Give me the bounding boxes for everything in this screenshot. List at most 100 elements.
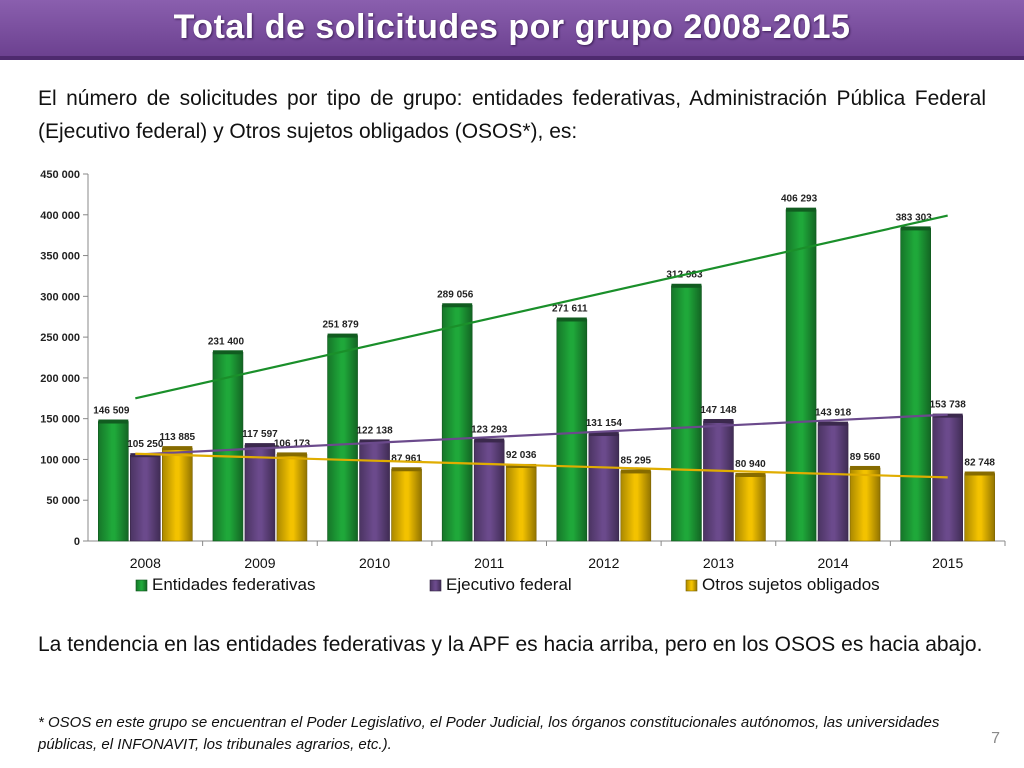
bar <box>441 304 473 542</box>
bar-cap <box>212 350 243 355</box>
data-label: 131 154 <box>586 418 623 429</box>
data-label: 123 293 <box>471 424 508 435</box>
x-tick-label: 2011 <box>474 555 504 571</box>
bar-cap <box>786 207 817 212</box>
bar-cap <box>327 333 358 338</box>
legend-swatch <box>429 579 442 592</box>
data-label: 92 036 <box>506 450 537 461</box>
x-tick-label: 2015 <box>932 555 963 571</box>
legend-label: Otros sujetos obligados <box>702 575 880 594</box>
data-label: 251 879 <box>322 320 359 331</box>
bar-cap <box>703 418 734 423</box>
y-tick-label: 400 000 <box>40 210 80 222</box>
data-label: 153 738 <box>930 400 967 411</box>
y-tick-label: 450 000 <box>40 169 80 181</box>
y-tick-label: 100 000 <box>40 454 80 466</box>
data-label: 113 885 <box>160 432 196 443</box>
bar <box>964 473 995 542</box>
bar-cap <box>900 226 931 231</box>
data-label: 117 597 <box>242 429 278 440</box>
bar-cap <box>276 452 307 457</box>
bar-cap <box>588 432 619 437</box>
data-label: 82 748 <box>964 458 995 469</box>
y-tick-label: 250 000 <box>40 332 80 344</box>
data-label: 146 509 <box>93 406 130 417</box>
bar <box>671 285 702 542</box>
data-label: 271 611 <box>552 303 588 314</box>
bar <box>327 335 358 542</box>
data-label: 85 295 <box>621 455 652 466</box>
x-tick-label: 2009 <box>244 555 275 571</box>
bar <box>785 209 817 542</box>
bar-cap <box>391 467 422 472</box>
bar-cap <box>850 465 881 470</box>
bar <box>244 444 276 542</box>
y-tick-label: 300 000 <box>40 291 80 303</box>
y-tick-label: 0 <box>74 536 80 548</box>
page-number: 7 <box>991 730 1000 747</box>
bar <box>932 415 963 542</box>
x-tick-label: 2010 <box>359 555 390 571</box>
bar <box>556 319 588 542</box>
bar <box>735 474 766 542</box>
bar <box>620 471 652 542</box>
data-label: 106 173 <box>274 438 311 449</box>
bar-cap <box>556 317 587 322</box>
conclusion-text: La tendencia en las entidades federativa… <box>38 633 983 656</box>
bar <box>130 454 161 542</box>
legend-label: Entidades federativas <box>152 575 316 594</box>
bar <box>703 420 734 542</box>
bar-cap <box>244 443 275 448</box>
bar-cap <box>162 446 193 451</box>
legend-swatch <box>685 579 698 592</box>
trendline <box>135 214 948 400</box>
bar <box>391 468 422 542</box>
title-bar <box>0 0 1024 60</box>
x-tick-label: 2012 <box>588 555 619 571</box>
x-tick-label: 2008 <box>130 555 161 571</box>
bar <box>473 440 505 542</box>
bar <box>212 351 244 542</box>
footnote-text: * OSOS en este grupo se encuentran el Po… <box>38 714 940 753</box>
bar <box>588 433 620 542</box>
x-tick-label: 2013 <box>703 555 734 571</box>
y-tick-label: 50 000 <box>46 495 80 507</box>
data-label: 143 918 <box>815 408 852 419</box>
bar-cap <box>130 453 161 458</box>
bar <box>849 467 881 542</box>
intro-text: El número de solicitudes por tipo de gru… <box>38 87 986 143</box>
data-label: 87 961 <box>391 453 422 464</box>
slide-title: Total de solicitudes por grupo 2008-2015 <box>173 8 851 46</box>
trendline <box>135 452 948 479</box>
legend-label: Ejecutivo federal <box>446 575 572 594</box>
bar-cap <box>818 421 849 426</box>
data-label: 122 138 <box>356 425 393 436</box>
data-label: 80 940 <box>735 459 766 470</box>
data-label: 406 293 <box>781 194 818 205</box>
bar <box>162 447 193 542</box>
bar <box>505 465 537 542</box>
bar <box>98 421 129 542</box>
bar-cap <box>735 472 766 477</box>
data-label: 231 400 <box>208 336 245 347</box>
trendline <box>135 413 948 456</box>
data-label: 289 056 <box>437 289 474 300</box>
bar <box>900 228 931 542</box>
y-tick-label: 200 000 <box>40 373 80 385</box>
bar-cap <box>620 469 651 474</box>
bar <box>359 441 390 542</box>
data-label: 105 250 <box>127 439 164 450</box>
x-tick-label: 2014 <box>817 555 848 571</box>
data-label: 147 148 <box>700 405 737 416</box>
bar-cap <box>964 471 995 476</box>
bar-cap <box>671 283 702 288</box>
bar <box>817 423 849 542</box>
data-label: 383 303 <box>896 212 933 223</box>
legend-swatch <box>135 579 148 592</box>
bar-chart: 0 50 000 100 000 150 000 200 000 250 000 300 0… <box>40 169 1006 594</box>
bar-cap <box>442 303 473 308</box>
bar-cap <box>359 439 390 444</box>
y-tick-label: 150 000 <box>40 414 80 426</box>
bar <box>276 454 308 542</box>
bar-cap <box>474 438 505 443</box>
